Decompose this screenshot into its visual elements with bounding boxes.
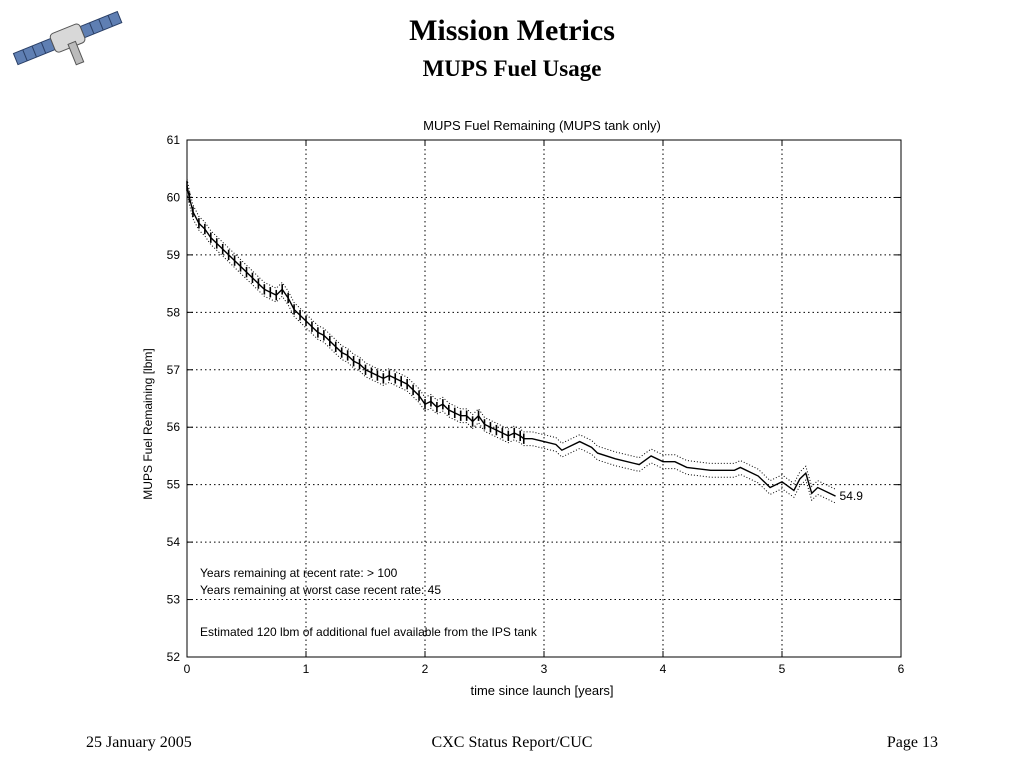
slide-title: Mission Metrics (409, 14, 615, 47)
y-axis-label: MUPS Fuel Remaining [lbm] (141, 348, 155, 499)
x-tick-label: 0 (184, 662, 191, 676)
footer-page-number: Page 13 (886, 734, 938, 751)
x-tick-label: 3 (541, 662, 548, 676)
x-tick-label: 6 (898, 662, 905, 676)
x-axis-label: time since launch [years] (470, 683, 613, 698)
upper-bound-line (186, 178, 836, 490)
series-layer (186, 180, 836, 497)
satellite-logo (8, 4, 128, 79)
satellite-icon (12, 10, 123, 66)
x-tick-label: 4 (660, 662, 667, 676)
annotation-recent-rate: Years remaining at recent rate: > 100 (200, 566, 398, 580)
y-tick-label: 54 (167, 535, 181, 549)
x-tick-label: 2 (422, 662, 429, 676)
x-tick-label: 1 (303, 662, 310, 676)
y-tick-label: 60 (167, 190, 181, 204)
annotation-worst-case-rate: Years remaining at worst case recent rat… (200, 583, 441, 597)
x-tick-label: 5 (779, 662, 786, 676)
fuel-chart: MUPS Fuel Remaining (MUPS tank only) MUP… (141, 118, 905, 698)
uncertainty-band (186, 178, 836, 504)
end-value-label: 54.9 (840, 489, 864, 503)
slide-subtitle: MUPS Fuel Usage (422, 56, 602, 81)
footer-date: 25 January 2005 (86, 734, 192, 751)
annotation-ips-tank: Estimated 120 lbm of additional fuel ava… (200, 625, 538, 639)
y-tick-label: 52 (167, 650, 181, 664)
footer-report-title: CXC Status Report/CUC (431, 734, 593, 751)
grid-lines (187, 140, 901, 657)
fuel-remaining-line (186, 185, 836, 497)
y-tick-label: 58 (167, 305, 181, 319)
y-tick-label: 56 (167, 420, 181, 434)
y-tick-label: 57 (167, 363, 181, 377)
y-tick-label: 61 (167, 133, 181, 147)
y-tick-label: 55 (167, 478, 181, 492)
chart-title: MUPS Fuel Remaining (MUPS tank only) (423, 118, 661, 133)
y-tick-label: 59 (167, 248, 181, 262)
lower-bound-line (186, 192, 836, 504)
y-tick-label: 53 (167, 593, 181, 607)
